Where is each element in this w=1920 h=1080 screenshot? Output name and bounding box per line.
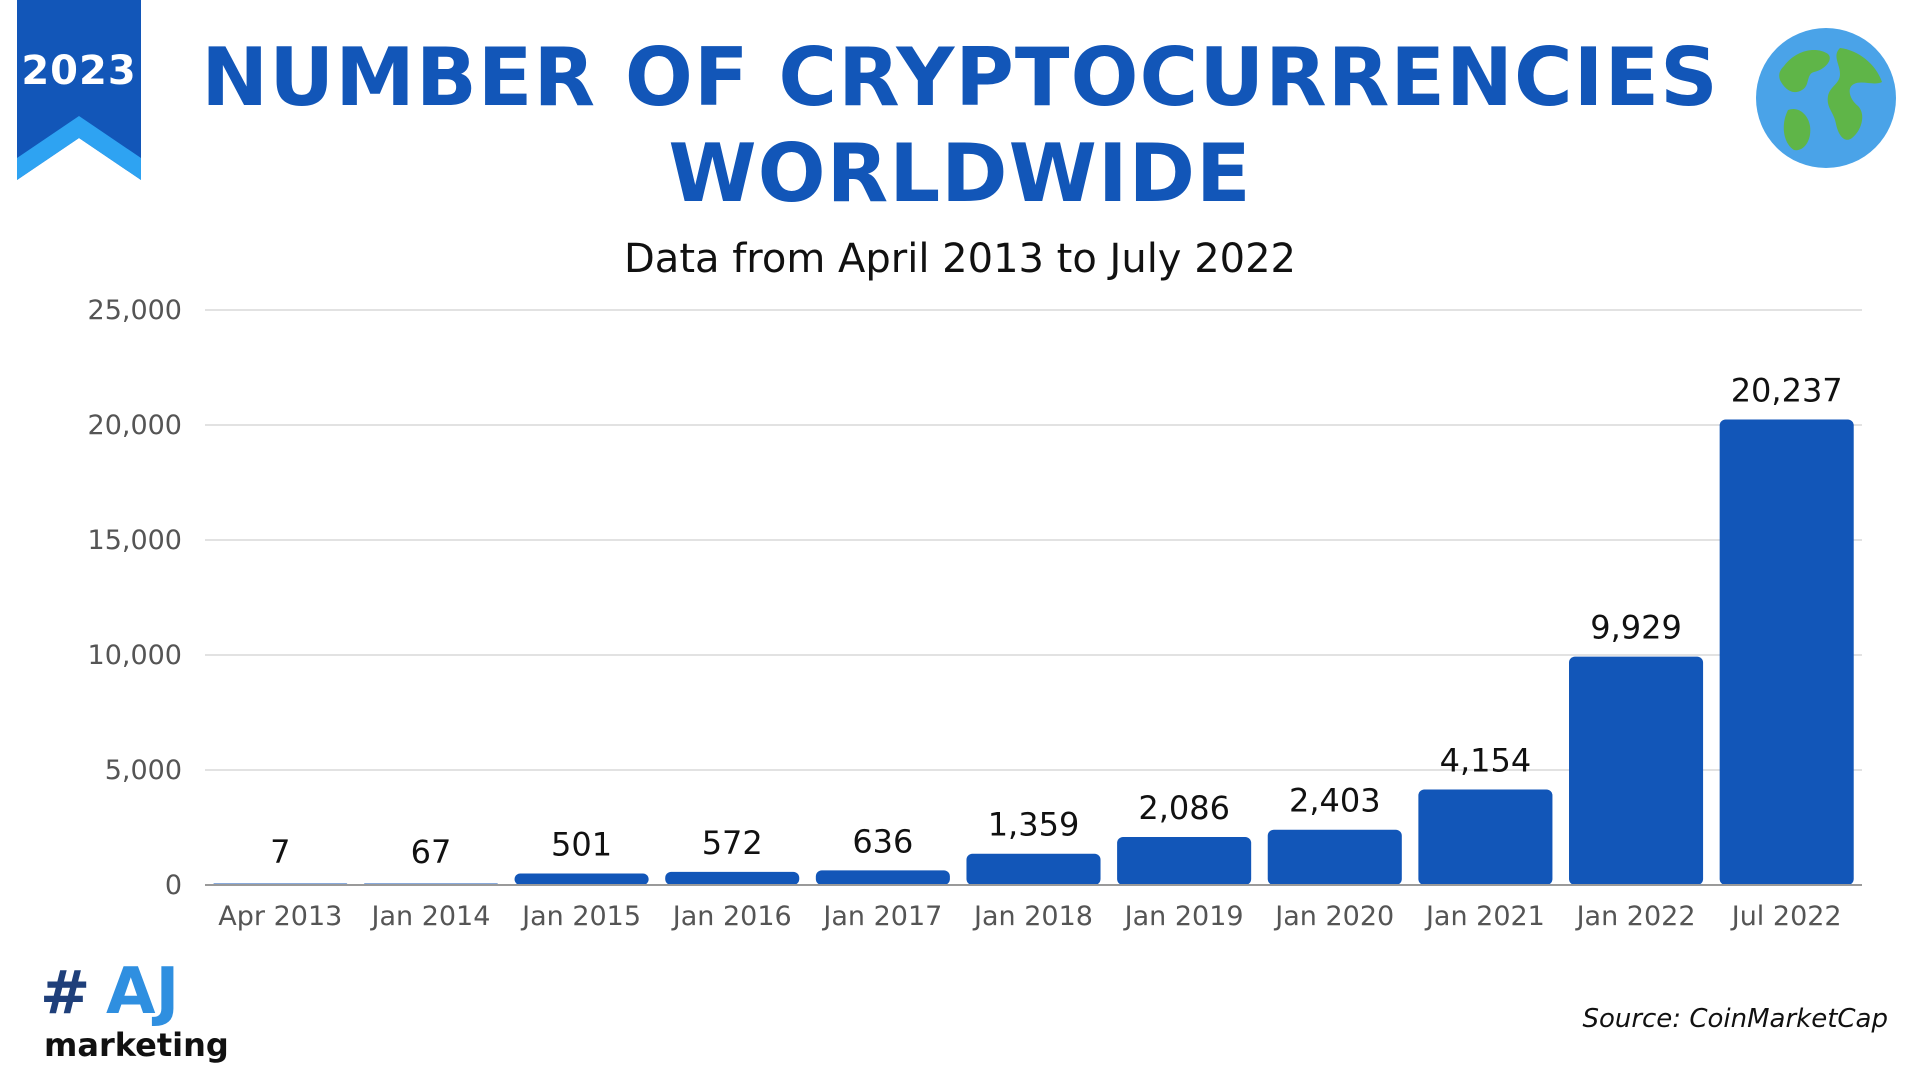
data-label: 4,154 xyxy=(1440,741,1532,779)
chart-title-line-2: WORLDWIDE xyxy=(668,127,1252,220)
x-tick-label: Jan 2016 xyxy=(671,901,792,932)
chart-title-line-1: NUMBER OF CRYPTOCURRENCIES xyxy=(201,31,1719,124)
x-tick-label: Jan 2014 xyxy=(369,901,490,932)
logo-aj-mark: AJ xyxy=(106,955,180,1029)
bar xyxy=(815,870,950,885)
data-label: 2,403 xyxy=(1289,782,1381,820)
y-tick-label: 5,000 xyxy=(105,755,182,786)
data-label: 7 xyxy=(270,833,290,871)
bar xyxy=(665,871,800,885)
y-tick-label: 10,000 xyxy=(88,640,182,671)
bar xyxy=(1418,789,1553,885)
bar xyxy=(1267,829,1402,885)
data-label: 636 xyxy=(852,822,913,860)
globe-icon xyxy=(1756,28,1896,168)
chart-subtitle: Data from April 2013 to July 2022 xyxy=(624,236,1296,282)
year-badge-label: 2023 xyxy=(21,48,137,94)
y-tick-label: 15,000 xyxy=(88,525,182,556)
data-label: 67 xyxy=(411,833,452,871)
chart-title: NUMBER OF CRYPTOCURRENCIES WORLDWIDE xyxy=(200,30,1720,222)
data-label: 2,086 xyxy=(1138,789,1230,827)
year-ribbon-badge xyxy=(17,0,141,180)
x-tick-label: Apr 2013 xyxy=(218,901,342,932)
data-label: 501 xyxy=(551,825,612,863)
bar-chart: 0 5,000 10,000 15,000 20,000 25,000 7 Apr 2013 6… xyxy=(88,295,1862,932)
bar xyxy=(514,873,649,885)
x-tick-label: Jan 2020 xyxy=(1273,901,1394,932)
x-tick-label: Jul 2022 xyxy=(1730,901,1842,932)
y-tick-label: 20,000 xyxy=(88,410,182,441)
y-tick-label: 0 xyxy=(165,870,182,901)
logo-wordmark: marketing xyxy=(44,1026,229,1064)
x-tick-label: Jan 2022 xyxy=(1575,901,1696,932)
x-tick-label: Jan 2019 xyxy=(1123,901,1244,932)
data-label: 9,929 xyxy=(1590,609,1682,647)
bar xyxy=(966,853,1101,885)
data-label: 1,359 xyxy=(988,806,1080,844)
data-label: 572 xyxy=(702,824,763,862)
data-label: 20,237 xyxy=(1731,372,1843,410)
logo-hash-mark: # xyxy=(40,958,91,1028)
bar xyxy=(1117,837,1252,885)
x-tick-label: Jan 2018 xyxy=(972,901,1093,932)
y-tick-label: 25,000 xyxy=(88,295,182,326)
x-tick-label: Jan 2017 xyxy=(821,901,942,932)
bar xyxy=(1719,419,1854,885)
x-tick-label: Jan 2021 xyxy=(1424,901,1545,932)
x-tick-label: Jan 2015 xyxy=(520,901,641,932)
bar xyxy=(1569,656,1704,885)
source-credit: Source: CoinMarketCap xyxy=(1582,1004,1888,1034)
